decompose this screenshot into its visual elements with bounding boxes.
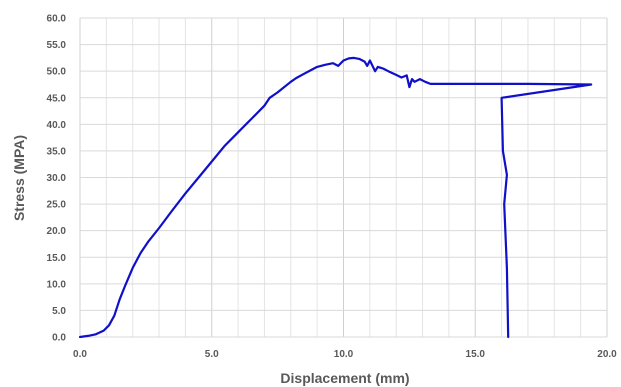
y-tick-label: 45.0 (47, 93, 67, 104)
x-tick-label: 15.0 (466, 349, 486, 360)
y-tick-label: 40.0 (47, 120, 67, 131)
tick-labels: 0.0 5.0 10.0 15.0 20.0 25.0 30.0 35.0 40.0 45.0 50… (47, 14, 618, 361)
y-tick-label: 5.0 (52, 306, 66, 317)
y-tick-label: 15.0 (47, 253, 67, 264)
y-tick-label: 10.0 (47, 279, 67, 290)
y-tick-label: 20.0 (47, 226, 67, 237)
series-layer (78, 56, 593, 339)
y-tick-label: 50.0 (47, 67, 67, 78)
y-tick-label: 35.0 (47, 146, 67, 157)
stress-series-line (78, 56, 593, 339)
x-tick-label: 0.0 (73, 349, 87, 360)
grid (79, 17, 608, 338)
y-tick-label: 55.0 (47, 40, 67, 51)
y-tick-label: 25.0 (47, 200, 67, 211)
y-axis-title: Stress (MPA) (11, 135, 27, 221)
y-tick-label: 30.0 (47, 173, 67, 184)
x-tick-label: 10.0 (334, 349, 354, 360)
y-tick-label: 0.0 (52, 333, 66, 344)
x-tick-label: 5.0 (205, 349, 219, 360)
y-tick-label: 60.0 (47, 14, 67, 25)
x-tick-label: 20.0 (597, 349, 617, 360)
x-axis-title: Displacement (mm) (280, 370, 409, 386)
